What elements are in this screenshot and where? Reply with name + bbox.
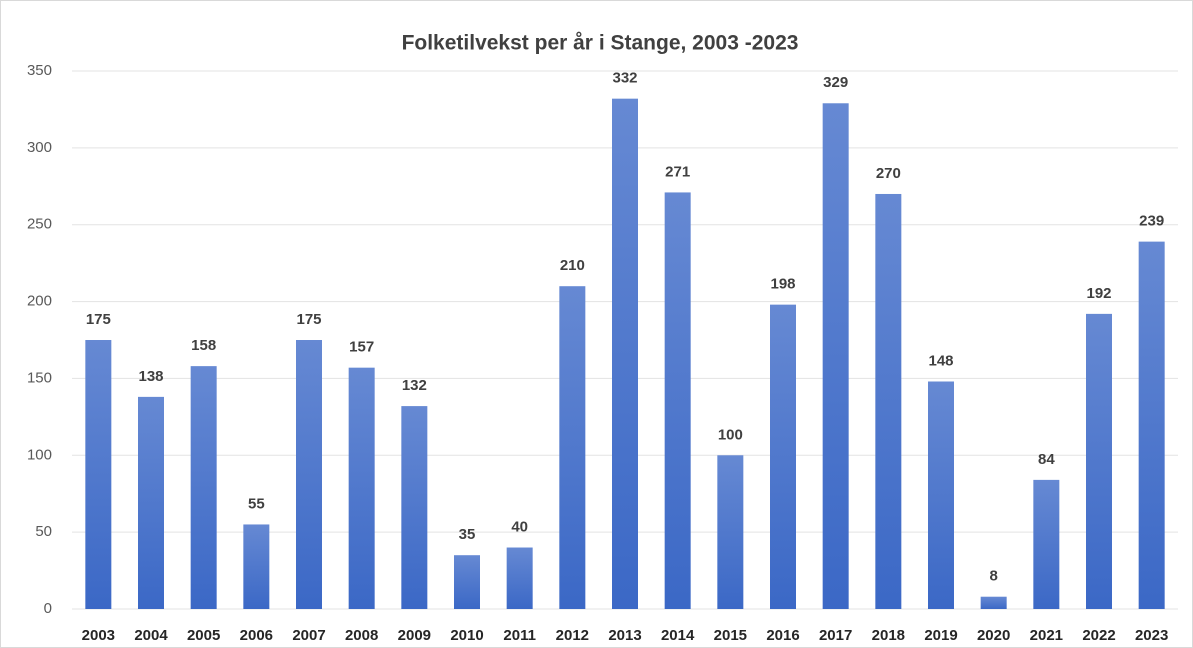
x-tick-label: 2006 bbox=[240, 627, 273, 644]
bar bbox=[85, 340, 112, 609]
y-tick-label: 150 bbox=[27, 369, 52, 386]
x-tick-label: 2020 bbox=[977, 627, 1010, 644]
x-tick-label: 2003 bbox=[82, 627, 115, 644]
data-label: 138 bbox=[138, 368, 163, 385]
y-tick-label: 0 bbox=[44, 600, 52, 617]
bar bbox=[664, 192, 691, 610]
data-label: 210 bbox=[560, 257, 585, 274]
x-tick-label: 2009 bbox=[398, 627, 431, 644]
data-label: 8 bbox=[989, 568, 997, 585]
data-label: 40 bbox=[511, 518, 528, 535]
x-tick-label: 2022 bbox=[1082, 627, 1115, 644]
bar bbox=[296, 340, 322, 609]
y-tick-label: 300 bbox=[27, 139, 52, 156]
x-tick-label: 2011 bbox=[503, 627, 536, 644]
data-label: 198 bbox=[770, 276, 795, 293]
x-tick-label: 2013 bbox=[608, 627, 641, 644]
x-tick-label: 2008 bbox=[345, 627, 378, 644]
y-tick-label: 350 bbox=[27, 62, 52, 79]
data-label: 270 bbox=[876, 165, 901, 182]
bar bbox=[875, 193, 902, 609]
bar bbox=[980, 596, 1007, 609]
bar bbox=[612, 98, 638, 609]
x-tick-label: 2016 bbox=[766, 627, 799, 644]
x-tick-label: 2018 bbox=[872, 627, 905, 644]
x-tick-label: 2014 bbox=[661, 627, 695, 644]
data-label: 271 bbox=[665, 163, 690, 180]
data-label: 332 bbox=[612, 70, 637, 87]
x-tick-label: 2019 bbox=[924, 627, 957, 644]
data-label: 100 bbox=[718, 426, 743, 443]
bar bbox=[243, 524, 270, 609]
data-label: 84 bbox=[1038, 451, 1055, 468]
y-tick-label: 250 bbox=[27, 216, 52, 233]
chart-title: Folketilvekst per år i Stange, 2003 -202… bbox=[402, 32, 799, 55]
bar bbox=[770, 304, 796, 609]
bar bbox=[928, 381, 954, 609]
data-label: 132 bbox=[402, 377, 427, 394]
x-tick-label: 2023 bbox=[1135, 627, 1168, 644]
data-label: 192 bbox=[1086, 285, 1111, 302]
bar bbox=[138, 396, 164, 609]
bar bbox=[1086, 313, 1112, 609]
data-label: 148 bbox=[928, 352, 953, 369]
y-tick-label: 200 bbox=[27, 293, 52, 310]
bar bbox=[1033, 479, 1060, 609]
x-tick-label: 2012 bbox=[556, 627, 589, 644]
bar bbox=[717, 455, 744, 609]
x-tick-label: 2004 bbox=[134, 627, 168, 644]
data-label: 329 bbox=[823, 74, 848, 91]
bar bbox=[190, 366, 217, 609]
data-label: 55 bbox=[248, 495, 265, 512]
x-tick-label: 2010 bbox=[450, 627, 483, 644]
y-tick-label: 100 bbox=[27, 446, 52, 463]
bar bbox=[506, 547, 533, 609]
bar bbox=[1138, 241, 1165, 609]
bar bbox=[401, 406, 428, 609]
bar bbox=[348, 367, 375, 609]
data-label: 157 bbox=[349, 339, 374, 356]
bar bbox=[822, 103, 849, 609]
data-label: 175 bbox=[86, 311, 111, 328]
bar bbox=[559, 286, 586, 609]
data-label: 35 bbox=[459, 526, 476, 543]
data-label: 239 bbox=[1139, 213, 1164, 230]
x-tick-label: 2021 bbox=[1030, 627, 1063, 644]
x-tick-label: 2005 bbox=[187, 627, 220, 644]
bar bbox=[454, 555, 480, 609]
x-tick-label: 2017 bbox=[819, 627, 852, 644]
x-tick-label: 2015 bbox=[714, 627, 747, 644]
y-tick-label: 50 bbox=[35, 523, 52, 540]
x-tick-label: 2007 bbox=[292, 627, 325, 644]
data-label: 158 bbox=[191, 337, 216, 354]
data-label: 175 bbox=[296, 311, 321, 328]
